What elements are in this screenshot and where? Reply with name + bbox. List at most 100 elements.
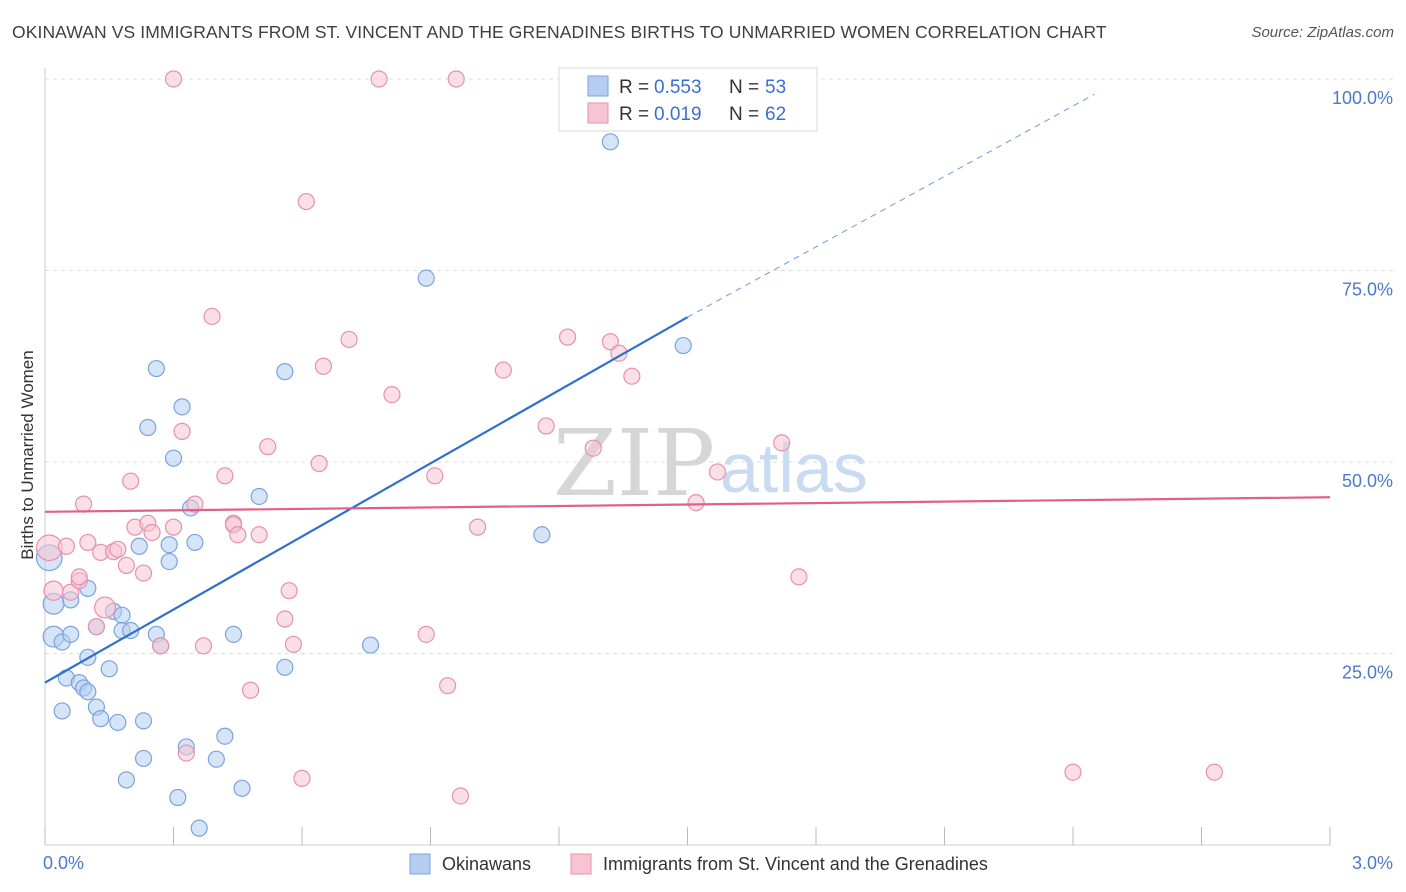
okinawan-point [601, 133, 620, 151]
y-tick-label: 75.0% [1342, 280, 1393, 300]
immigrant-point [426, 467, 444, 485]
watermark: ZIP atlas [553, 410, 868, 517]
immigrant-point [109, 540, 127, 558]
immigrant-point [1064, 763, 1082, 781]
immigrant-point [79, 533, 97, 552]
legend-n-label-2: N = [729, 104, 759, 125]
okinawan-point [100, 660, 118, 678]
okinawan-point [190, 819, 208, 837]
immigrant-point [62, 583, 80, 601]
immigrant-point [447, 70, 465, 88]
immigrant-point [790, 568, 808, 586]
immigrant-point [250, 526, 268, 544]
okinawan-trend-line [44, 316, 689, 684]
legend-r-value-1: 0.553 [654, 77, 702, 98]
immigrant-point [537, 417, 555, 435]
okinawan-point [674, 336, 692, 355]
immigrant-point [203, 307, 221, 326]
okinawan-point [173, 398, 191, 416]
okinawan-point [92, 710, 110, 728]
okinawan-point [164, 449, 183, 467]
okinawan-point [533, 526, 551, 544]
immigrant-point [57, 537, 76, 555]
immigrant-point [708, 463, 727, 481]
okinawan-point [130, 537, 148, 555]
immigrant-point [293, 769, 311, 787]
immigrant-points [35, 70, 1223, 805]
immigrant-point [310, 454, 328, 473]
immigrant-point [164, 518, 183, 536]
immigrant-point [601, 333, 620, 351]
immigrant-point [687, 493, 705, 512]
immigrant-point [242, 681, 260, 699]
immigrant-point [164, 70, 183, 88]
immigrant-point [494, 361, 512, 379]
series-swatch-immigrants [570, 853, 592, 875]
y-tick-labels: 25.0% 50.0% 75.0% 100.0% [1332, 88, 1393, 683]
legend-n-value-1: 53 [765, 77, 786, 98]
immigrant-trend-line [44, 496, 1331, 513]
okinawan-point [113, 606, 131, 624]
immigrant-point [280, 582, 298, 600]
okinawan-point [134, 749, 153, 768]
okinawan-point [134, 712, 153, 730]
watermark-atlas: atlas [720, 429, 868, 507]
immigrant-point [70, 568, 88, 586]
trend-lines [44, 93, 1331, 684]
okinawan-point [147, 359, 165, 378]
immigrant-point [134, 564, 153, 582]
okinawan-point [139, 418, 157, 437]
x-tick-label-max: 3.0% [1352, 853, 1393, 873]
immigrant-point [117, 556, 135, 575]
immigrant-point [43, 580, 64, 601]
y-tick-label: 50.0% [1342, 471, 1393, 491]
legend-r-label-1: R = [619, 77, 649, 98]
okinawan-point [361, 636, 380, 654]
okinawan-point [160, 536, 178, 554]
immigrant-point [186, 495, 204, 513]
okinawan-point [276, 658, 294, 676]
source-credit: Source: ZipAtlas.com [1251, 24, 1394, 41]
legend-r-value-2: 0.019 [654, 104, 702, 125]
okinawan-point [169, 788, 187, 807]
legend: R = 0.553 N = 53 R = 0.019 N = 62 [558, 67, 818, 132]
series-label-okinawans: Okinawans [442, 854, 531, 874]
immigrant-point [340, 330, 358, 349]
immigrant-point [314, 357, 333, 375]
legend-n-label-1: N = [729, 77, 759, 98]
okinawan-point [62, 625, 80, 643]
immigrant-point [194, 637, 213, 655]
immigrant-point [173, 422, 191, 440]
immigrant-point [259, 438, 277, 456]
immigrant-point [451, 787, 470, 805]
immigrant-point [216, 467, 234, 485]
legend-n-value-2: 62 [765, 104, 786, 125]
okinawan-point [79, 683, 97, 701]
okinawan-point [250, 487, 268, 506]
legend-swatch-okinawans [587, 75, 609, 97]
okinawan-point [109, 713, 127, 732]
okinawan-point [53, 702, 71, 720]
watermark-zip: ZIP [553, 410, 715, 517]
immigrant-point [623, 367, 641, 385]
immigrant-point [276, 610, 294, 628]
immigrant-point [439, 677, 457, 695]
immigrant-point [1205, 763, 1223, 781]
y-tick-label: 25.0% [1342, 663, 1393, 683]
y-axis-label: Births to Unmarried Women [18, 350, 37, 559]
chart-title: OKINAWAN VS IMMIGRANTS FROM ST. VINCENT … [12, 22, 1107, 42]
okinawan-point [160, 552, 178, 571]
immigrant-point [87, 618, 106, 636]
okinawan-point [216, 727, 234, 745]
okinawan-point [276, 363, 294, 381]
immigrant-point [469, 518, 487, 536]
immigrant-point [122, 472, 140, 490]
okinawan-point [186, 533, 204, 552]
x-tick-label-min: 0.0% [43, 853, 84, 873]
immigrant-point [773, 434, 791, 452]
immigrant-point [177, 744, 195, 762]
immigrant-point [383, 385, 401, 404]
immigrant-point [143, 523, 161, 542]
immigrant-point [284, 635, 303, 653]
